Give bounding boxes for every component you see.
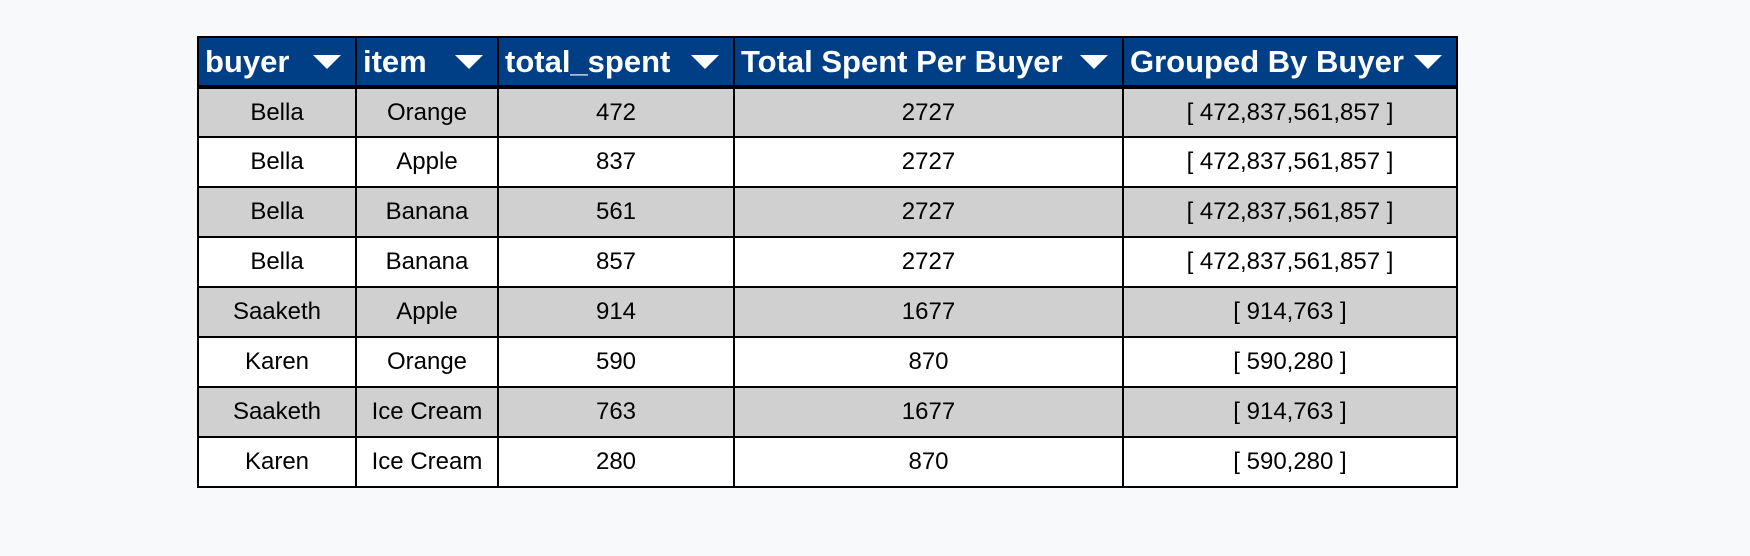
cell-buyer: Bella (197, 236, 357, 288)
cell-total-per-buyer: 870 (733, 336, 1124, 388)
column-header-label: item (363, 43, 427, 79)
column-header-label: Grouped By Buyer (1130, 43, 1404, 79)
cell-total-per-buyer: 2727 (733, 86, 1124, 138)
table-row: Saaketh Apple 914 1677[ 914,763 ] (197, 286, 1458, 338)
table-row: Bella Apple 837 2727[ 472,837,561,857 ] (197, 136, 1458, 188)
cell-grouped: [ 472,837,561,857 ] (1122, 236, 1458, 288)
caret-down-icon[interactable] (1080, 54, 1108, 69)
cell-item: Apple (355, 136, 499, 188)
cell-buyer: Karen (197, 436, 357, 488)
cell-buyer: Bella (197, 186, 357, 238)
cell-total-spent: 837 (497, 136, 735, 188)
cell-total-spent: 472 (497, 86, 735, 138)
column-header-label: buyer (205, 43, 290, 79)
cell-item: Orange (355, 86, 499, 138)
cell-grouped: [ 472,837,561,857 ] (1122, 186, 1458, 238)
cell-grouped: [ 472,837,561,857 ] (1122, 136, 1458, 188)
table-row: Karen Orange 590 870[ 590,280 ] (197, 336, 1458, 388)
cell-item: Ice Cream (355, 386, 499, 438)
cell-grouped: [ 590,280 ] (1122, 436, 1458, 488)
table-row: Bella Banana 561 2727[ 472,837,561,857 ] (197, 186, 1458, 238)
cell-total-spent: 280 (497, 436, 735, 488)
cell-total-spent: 914 (497, 286, 735, 338)
cell-item: Apple (355, 286, 499, 338)
table-row: Saaketh Ice Cream 763 1677[ 914,763 ] (197, 386, 1458, 438)
cell-grouped: [ 590,280 ] (1122, 336, 1458, 388)
cell-total-spent: 590 (497, 336, 735, 388)
data-table: buyer item total_spent Total Spent Per Buye… (197, 36, 1458, 488)
cell-grouped: [ 914,763 ] (1122, 286, 1458, 338)
caret-down-icon[interactable] (1414, 54, 1442, 69)
cell-item: Ice Cream (355, 436, 499, 488)
table-row: Bella Banana 857 2727[ 472,837,561,857 ] (197, 236, 1458, 288)
cell-grouped: [ 472,837,561,857 ] (1122, 86, 1458, 138)
cell-total-per-buyer: 1677 (733, 386, 1124, 438)
column-header-label: Total Spent Per Buyer (741, 43, 1063, 79)
cell-total-per-buyer: 870 (733, 436, 1124, 488)
column-header-total-spent[interactable]: total_spent (497, 36, 735, 89)
cell-total-per-buyer: 2727 (733, 136, 1124, 188)
cell-buyer: Saaketh (197, 386, 357, 438)
caret-down-icon[interactable] (455, 54, 483, 69)
table-header-row: buyer item total_spent Total Spent Per Buye… (197, 36, 1458, 89)
cell-total-spent: 857 (497, 236, 735, 288)
cell-total-spent: 763 (497, 386, 735, 438)
column-header-grouped[interactable]: Grouped By Buyer (1122, 36, 1458, 89)
table-row: Karen Ice Cream 280 870[ 590,280 ] (197, 436, 1458, 488)
caret-down-icon[interactable] (691, 54, 719, 69)
cell-buyer: Karen (197, 336, 357, 388)
cell-total-per-buyer: 2727 (733, 186, 1124, 238)
cell-item: Banana (355, 236, 499, 288)
cell-total-spent: 561 (497, 186, 735, 238)
column-header-label: total_spent (505, 43, 671, 79)
column-header-buyer[interactable]: buyer (197, 36, 357, 89)
cell-item: Orange (355, 336, 499, 388)
cell-grouped: [ 914,763 ] (1122, 386, 1458, 438)
cell-buyer: Bella (197, 86, 357, 138)
cell-item: Banana (355, 186, 499, 238)
table-body: Bella Orange 472 2727[ 472,837,561,857 ] Bel… (197, 86, 1458, 488)
cell-total-per-buyer: 2727 (733, 236, 1124, 288)
table-row: Bella Orange 472 2727[ 472,837,561,857 ] (197, 86, 1458, 138)
caret-down-icon[interactable] (313, 54, 341, 69)
column-header-item[interactable]: item (355, 36, 499, 89)
column-header-total-per-buyer[interactable]: Total Spent Per Buyer (733, 36, 1124, 89)
cell-total-per-buyer: 1677 (733, 286, 1124, 338)
cell-buyer: Saaketh (197, 286, 357, 338)
cell-buyer: Bella (197, 136, 357, 188)
